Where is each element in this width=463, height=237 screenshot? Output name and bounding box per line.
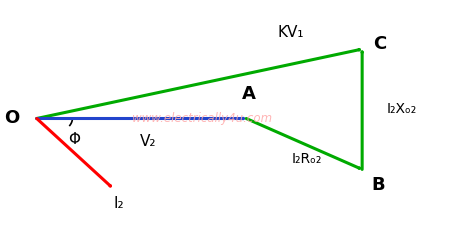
Text: www.electrically4u.com: www.electrically4u.com — [131, 112, 272, 125]
Text: Φ: Φ — [69, 132, 81, 147]
Text: B: B — [371, 176, 385, 194]
Text: V₂: V₂ — [140, 133, 156, 149]
Text: I₂Xₒ₂: I₂Xₒ₂ — [387, 102, 417, 116]
Text: KV₁: KV₁ — [278, 25, 304, 40]
Text: C: C — [373, 36, 387, 53]
Text: A: A — [242, 86, 256, 104]
Text: I₂Rₒ₂: I₂Rₒ₂ — [291, 152, 322, 166]
Text: I₂: I₂ — [114, 196, 125, 211]
Text: O: O — [4, 109, 19, 128]
